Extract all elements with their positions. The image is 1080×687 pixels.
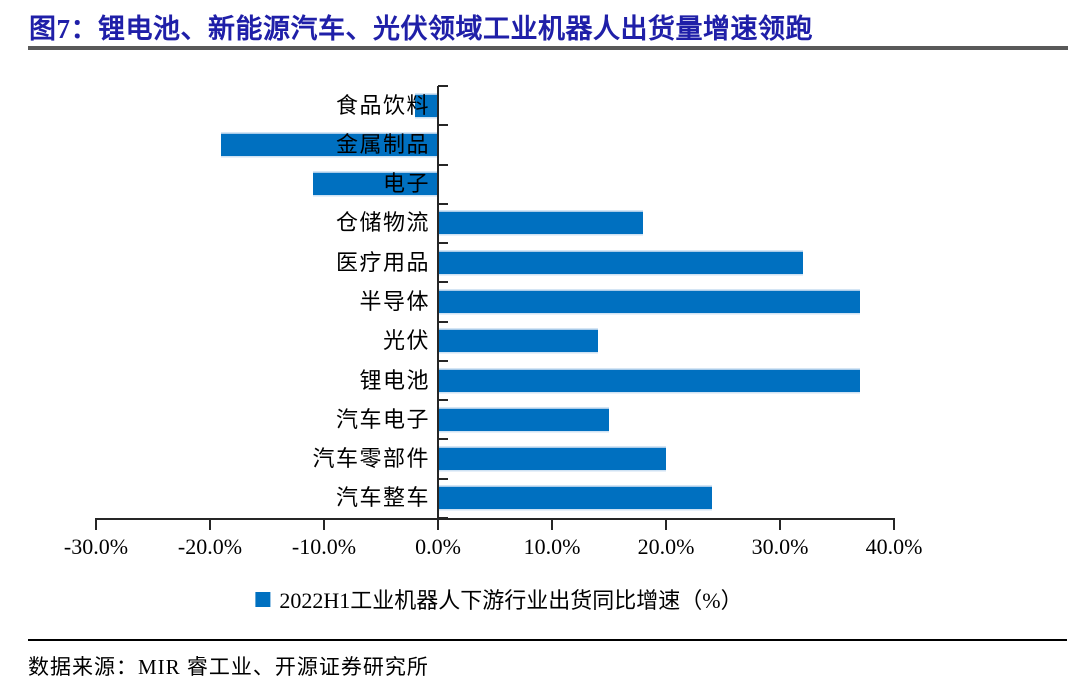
value-axis-tick [209,518,211,530]
value-axis-tick [551,518,553,530]
category-label: 汽车整车 [335,485,430,511]
value-tick-label: 30.0% [751,534,809,559]
bar-segment [438,487,712,510]
category-axis-tick [438,202,448,205]
category-label: 金属制品 [335,131,430,157]
category-axis-tick [438,242,448,245]
value-tick-label: -30.0% [63,534,129,559]
category-axis-tick [438,85,448,87]
bar-segment [438,291,860,313]
bar-segment [312,173,438,196]
category-axis-tick [438,320,448,323]
category-label: 医疗用品 [335,249,430,275]
chart-legend: 2022H1工业机器人下游行业出货同比增速（%） [255,583,743,615]
value-axis-tick [665,518,667,530]
value-tick-label: 20.0% [637,534,695,559]
value-axis-tick [779,518,781,530]
category-axis-tick [438,281,448,284]
value-axis-tick [437,518,439,530]
category-label: 仓储物流 [335,210,430,236]
bar-segment [415,94,438,117]
bar-segment [438,251,803,274]
value-tick-label: -20.0% [177,534,243,559]
value-tick-label: -10.0% [291,534,357,559]
category-axis-line [437,86,439,530]
category-label: 汽车电子 [335,406,430,432]
category-axis-tick [438,163,448,166]
value-axis-tick [893,518,895,530]
value-tick-label: 10.0% [523,534,581,559]
category-label: 食品饮料 [335,92,430,118]
value-axis-tick [95,518,97,530]
title-underline [28,46,1068,50]
bar-segment [438,212,644,235]
bar-segment [438,369,860,392]
legend-marker-icon [255,591,271,607]
category-axis-tick [438,124,448,127]
bar-segment [221,133,438,156]
bar-segment [438,330,598,353]
value-axis-tick [323,518,325,530]
category-label: 汽车零部件 [312,446,430,472]
footer-divider [28,639,1067,641]
category-label: 电子 [382,171,430,197]
category-axis-tick [438,359,448,362]
bar-segment [438,408,609,431]
data-source-text: 数据来源：MIR 睿工业、开源证券研究所 [28,655,429,679]
category-axis-tick [438,438,448,441]
category-label: 锂电池 [359,367,430,393]
bar-segment [438,448,666,471]
category-label: 半导体 [359,289,430,314]
category-label: 光伏 [382,328,430,354]
legend-label: 2022H1工业机器人下游行业出货同比增速（%） [279,588,743,613]
category-axis-tick [438,477,448,480]
value-tick-label: 0.0% [415,534,461,559]
value-tick-label: 40.0% [865,534,923,559]
value-axis-line [96,518,894,520]
figure-title: 图7：锂电池、新能源汽车、光伏领域工业机器人出货量增速领跑 [29,14,813,44]
category-axis-tick [438,399,448,402]
